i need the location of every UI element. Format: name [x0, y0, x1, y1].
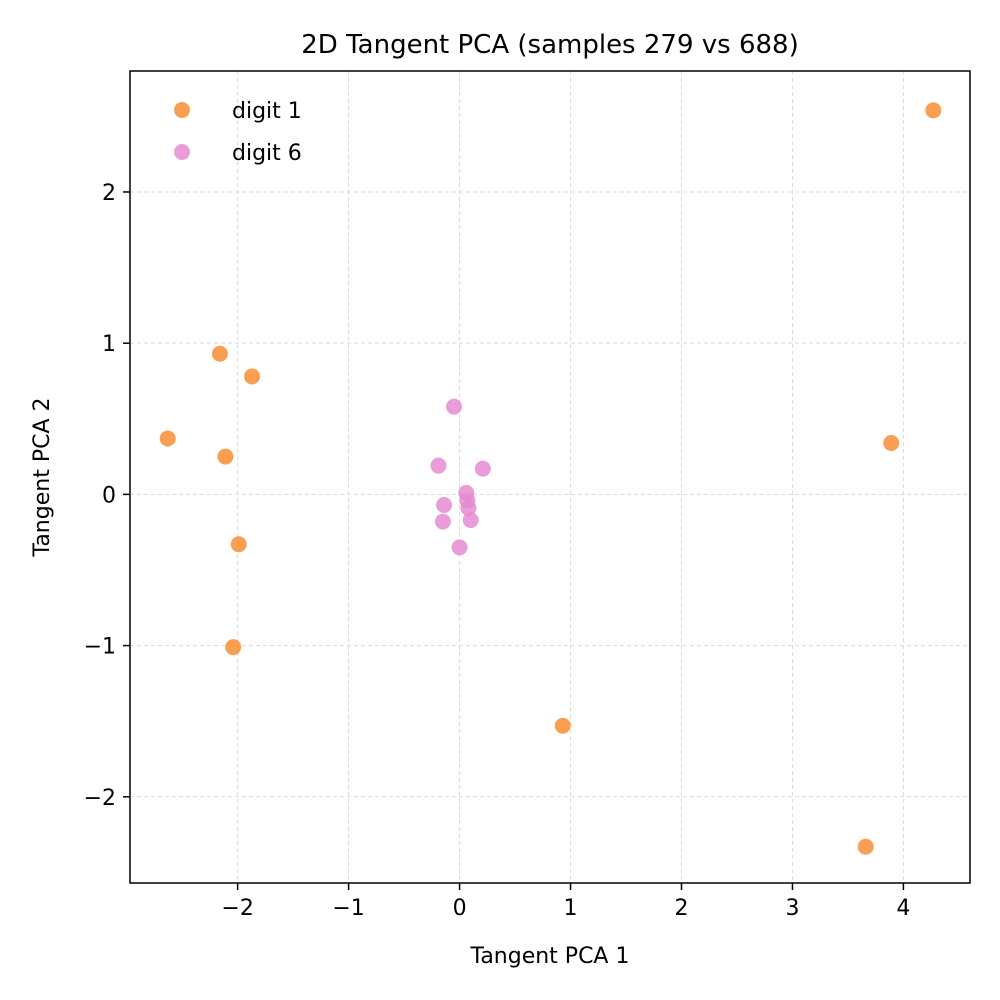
- scatter-point-digit-6: [430, 457, 447, 474]
- scatter-point-digit-6: [436, 496, 453, 513]
- scatter-point-digit-6: [462, 512, 479, 529]
- legend-marker-digit-1: [174, 102, 190, 118]
- y-axis-label: Tangent PCA 2: [30, 398, 55, 558]
- scatter-point-digit-1: [217, 448, 234, 465]
- scatter-point-digit-6: [474, 460, 491, 477]
- plot-frame: [129, 70, 971, 884]
- x-axis-label: Tangent PCA 1: [470, 944, 630, 969]
- scatter-point-digit-1: [554, 717, 571, 734]
- scatter-point-digit-1: [230, 536, 247, 553]
- scatter-point-digit-6: [460, 499, 477, 516]
- scatter-point-digit-1: [225, 639, 242, 656]
- y-tick-label: 2: [102, 181, 116, 206]
- grid-layer: [130, 71, 970, 883]
- legend-label-digit-1: digit 1: [232, 99, 302, 124]
- scatter-point-digit-1: [159, 430, 176, 447]
- x-tick-label: 1: [564, 896, 578, 921]
- legend-marker-digit-6: [174, 144, 190, 160]
- scatter-point-digit-6: [451, 539, 468, 556]
- legend: digit 1 digit 6: [174, 99, 302, 166]
- point-layer: [159, 102, 942, 855]
- x-tick-label: 2: [674, 896, 688, 921]
- scatter-point-digit-1: [857, 838, 874, 855]
- scatter-point-digit-6: [446, 398, 463, 415]
- x-tick-label: −2: [221, 896, 253, 921]
- scatter-point-digit-1: [244, 368, 261, 385]
- legend-label-digit-6: digit 6: [232, 141, 302, 166]
- x-tick-label: 3: [785, 896, 799, 921]
- y-tick-label: 1: [102, 332, 116, 357]
- chart-title: 2D Tangent PCA (samples 279 vs 688): [301, 30, 798, 60]
- x-tick-label: 4: [896, 896, 910, 921]
- x-tick-label: −1: [332, 896, 364, 921]
- scatter-point-digit-1: [883, 434, 900, 451]
- scatter-point-digit-1: [211, 345, 228, 362]
- x-tick-label: 0: [453, 896, 467, 921]
- y-tick-label: −2: [84, 786, 116, 811]
- scatter-point-digit-1: [925, 102, 942, 119]
- scatter-point-digit-6: [434, 513, 451, 530]
- y-tick-label: 0: [102, 483, 116, 508]
- y-tick-label: −1: [84, 635, 116, 660]
- tick-layer: −2 −1 0 1 2 3 4 −2 −1 0 1 2: [84, 181, 911, 921]
